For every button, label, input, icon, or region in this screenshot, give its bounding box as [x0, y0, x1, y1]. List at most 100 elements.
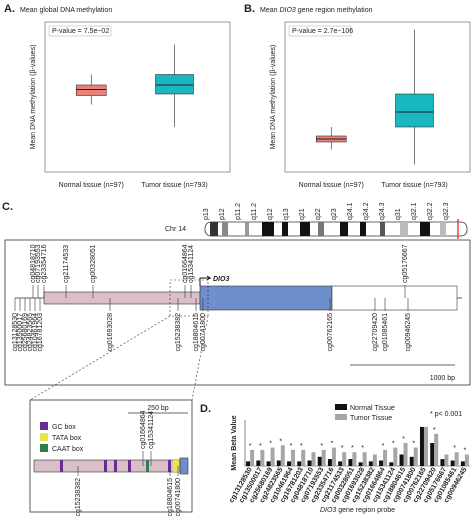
element-box: [114, 460, 117, 472]
significance: *: [453, 445, 456, 452]
chromosome-band: [210, 222, 218, 236]
significance: *: [361, 445, 364, 452]
band-label: q11.2: [251, 203, 258, 220]
bar: [362, 452, 367, 466]
significance: *: [412, 441, 415, 448]
bar: [368, 461, 373, 466]
upstream-region: [43, 291, 201, 305]
legend-label: CAAT box: [52, 446, 84, 453]
tss-arrow: [199, 275, 212, 286]
band-label: p11.2: [235, 203, 242, 220]
chromosome-band: [245, 222, 249, 236]
probe-label: cg18804615: [167, 478, 174, 516]
bar: [280, 445, 285, 466]
bar: [450, 460, 455, 466]
bar: [270, 447, 275, 466]
probe-label: cg15238382: [75, 478, 82, 516]
bar: [301, 449, 306, 466]
chromosome-band: [360, 222, 366, 236]
significance: *: [351, 445, 354, 452]
inset-zoom: [169, 279, 209, 317]
probe-label: cg01693028: [107, 313, 114, 352]
band-label: q24.1: [347, 202, 354, 220]
legend-label: GC box: [52, 424, 76, 431]
bar: [307, 460, 312, 466]
chromosome-band: [262, 222, 274, 236]
plot-area: [284, 21, 471, 173]
bar: [358, 462, 363, 466]
gene-frame: [4, 239, 471, 386]
x-tick-label: Tumor tissue (n=793): [381, 182, 447, 189]
bar: [321, 449, 326, 466]
band-label: q24.3: [379, 202, 386, 220]
x-tick-label: Normal tissue (n=97): [59, 182, 124, 189]
panel-label: D.: [200, 403, 211, 415]
probe-label: cg07193553: [35, 244, 42, 283]
title: Mean global DNA methylation: [20, 7, 112, 14]
significance: *: [331, 441, 334, 448]
band-label: q23: [331, 208, 338, 220]
x-tick-label: Tumor tissue (n=793): [141, 182, 207, 189]
bar: [419, 426, 424, 466]
bar: [383, 449, 388, 466]
bar: [331, 447, 336, 466]
note: * p< 0.001: [430, 411, 462, 418]
bar: [287, 461, 292, 466]
significance: *: [249, 443, 252, 450]
band-label: q13: [283, 208, 290, 220]
band-label: q12: [267, 208, 274, 220]
bar: [403, 443, 408, 466]
box: [395, 93, 434, 128]
significance: *: [300, 443, 303, 450]
significance: *: [382, 443, 385, 450]
bar: [399, 454, 404, 466]
probe-label: cg13128530: [12, 313, 19, 352]
significance: *: [290, 443, 293, 450]
bar: [393, 447, 398, 466]
bar: [352, 452, 357, 466]
title-part: Mean global DNA methylation: [20, 7, 112, 14]
significance: *: [279, 438, 282, 445]
title-part: gene region probe: [336, 507, 395, 514]
probe-label: cg00946245: [405, 313, 412, 352]
bar: [266, 461, 271, 466]
plot-area: [44, 21, 231, 173]
downstream-region: [331, 285, 458, 311]
significance: *: [433, 427, 436, 434]
bar: [434, 433, 439, 466]
band-label: p13: [203, 208, 210, 220]
gene-name: DIO3: [213, 276, 229, 283]
probe-label: cg22709420: [372, 313, 379, 352]
bar: [256, 460, 261, 466]
p-box: [288, 25, 352, 37]
probe-label: cg01085461: [382, 313, 389, 352]
legend-label: Normal Tissue: [350, 405, 395, 412]
bar: [423, 426, 428, 466]
chromosome-band: [420, 222, 430, 236]
probe-label: cg15341124: [188, 245, 195, 283]
bar: [409, 456, 414, 466]
panel-label: A.: [4, 3, 15, 15]
significance: *: [464, 448, 467, 455]
probe-label: cg00762165: [327, 313, 334, 352]
bar: [440, 459, 445, 466]
p-value: P-value = 7.5e−02: [52, 28, 109, 35]
legend-swatch: [40, 444, 48, 452]
bar: [464, 454, 469, 466]
chromosome-band: [380, 222, 385, 236]
probe-label: cg23354716: [41, 244, 48, 283]
legend-label: Tumor Tissue: [350, 415, 392, 422]
element-box: [176, 460, 179, 472]
inset-exon: [179, 457, 189, 475]
probe-label: cg01664864: [182, 244, 189, 283]
band-label: q31: [395, 208, 402, 220]
probe-label: cg16781203: [37, 313, 44, 352]
element-box: [146, 460, 149, 472]
title-part: gene region methylation: [296, 7, 373, 14]
probe-label: cg00741800: [175, 478, 182, 516]
legend-swatch: [335, 414, 347, 420]
chromosome-band: [440, 222, 446, 236]
box: [75, 84, 107, 96]
bar: [246, 461, 251, 466]
band-label: q24.2: [363, 202, 370, 220]
